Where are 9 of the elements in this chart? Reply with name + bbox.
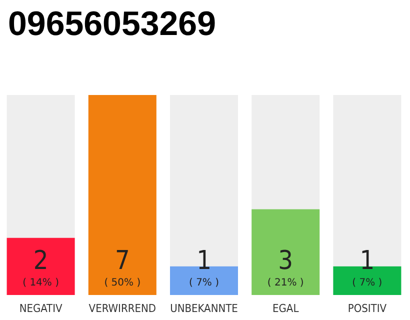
- chart-title: 09656053269: [8, 5, 216, 43]
- data-label: 7 ( 50% ): [104, 246, 141, 288]
- data-label: 3 ( 21% ): [267, 246, 304, 288]
- x-tick-label: UNBEKANNTE: [170, 302, 238, 315]
- data-label: 2 ( 14% ): [22, 246, 60, 288]
- x-tick-label: VERWIRREND: [88, 302, 156, 315]
- x-tick-label: POSITIV: [348, 302, 387, 315]
- x-tick-label: EGAL: [272, 302, 300, 315]
- x-tick-label: NEGATIV: [19, 302, 63, 315]
